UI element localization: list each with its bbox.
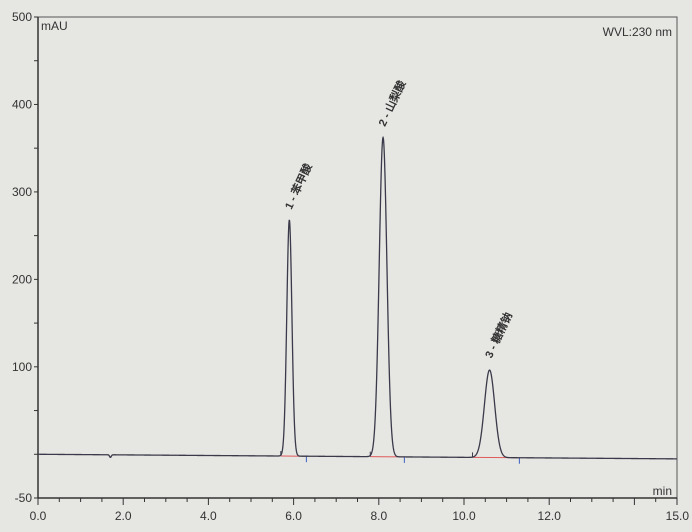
y-tick-label: 200 (12, 272, 32, 286)
x-tick-label: 10.0 (452, 509, 476, 523)
y-tick-label: -50 (15, 491, 33, 505)
y-tick-label: 400 (12, 97, 32, 111)
y-tick-label: 100 (12, 360, 32, 374)
wavelength-annotation: WVL:230 nm (603, 25, 672, 39)
y-axis-label: mAU (41, 19, 68, 33)
x-tick-label: 15.0 (666, 509, 690, 523)
x-tick-label: 2.0 (115, 509, 132, 523)
chromatogram-trace (38, 135, 677, 460)
x-tick-label: 6.0 (285, 509, 302, 523)
x-tick-label: 4.0 (200, 509, 217, 523)
x-tick-label: 0.0 (30, 509, 47, 523)
x-axis-label: min (653, 484, 672, 498)
y-tick-label: 300 (12, 185, 32, 199)
y-tick-label: 500 (12, 10, 32, 24)
x-tick-label: 8.0 (370, 509, 387, 523)
x-tick-label: 12.0 (538, 509, 562, 523)
